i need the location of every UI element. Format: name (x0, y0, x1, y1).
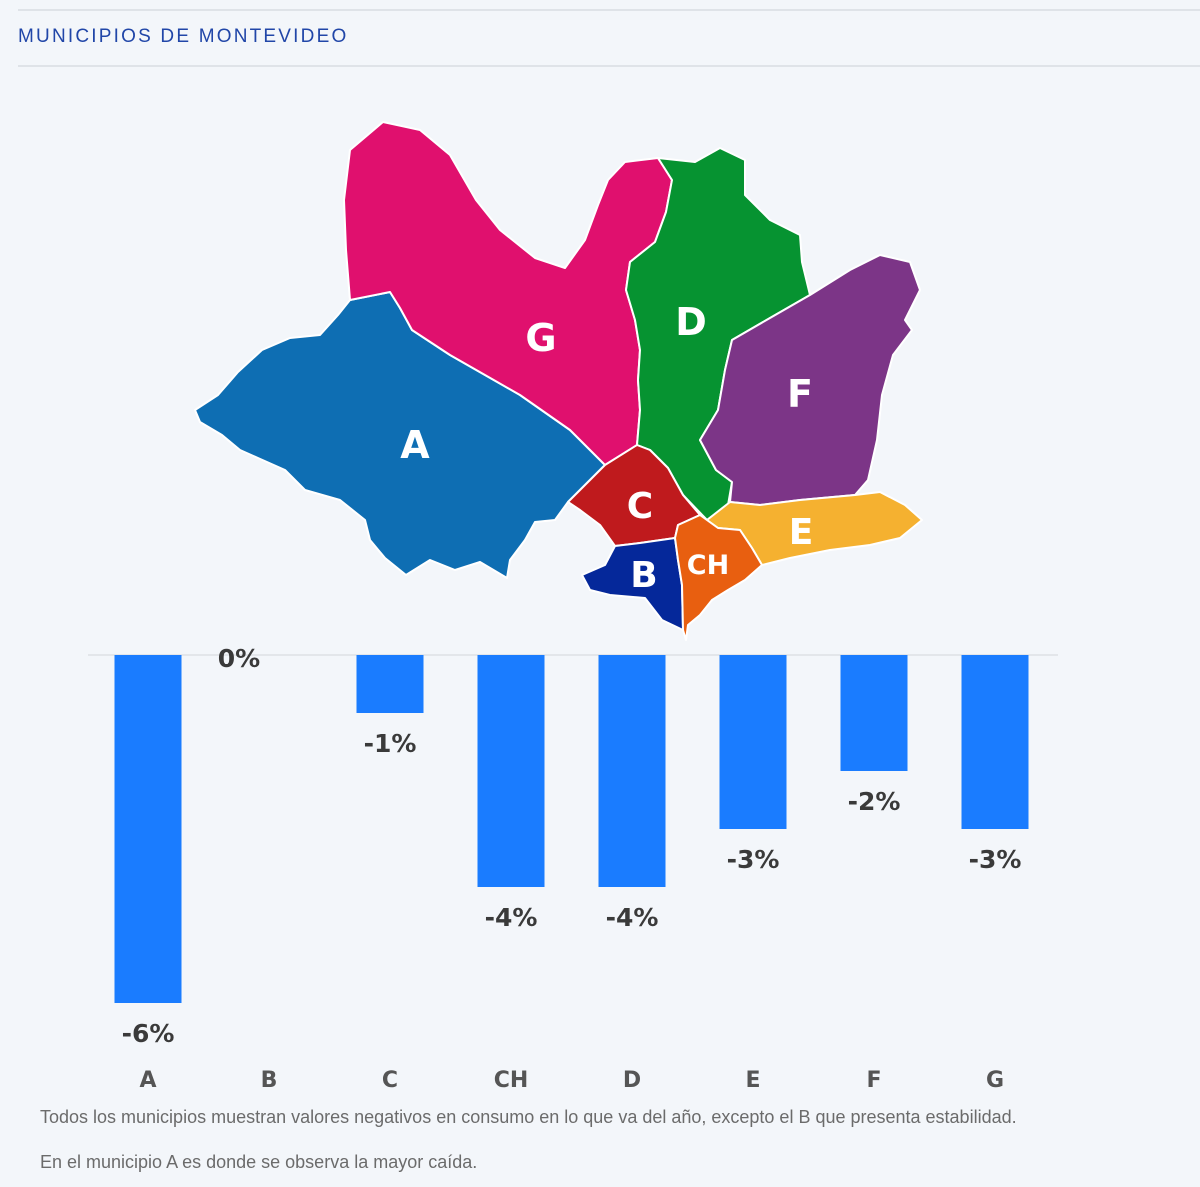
consumption-bar-chart: -6% 0% -1% -4% -4% -3% -2% -3% A B C CH D E F G (88, 644, 1058, 1093)
bars-group (114, 655, 1029, 1003)
category-label-e: E (745, 1068, 760, 1093)
map-region-ch (674, 514, 763, 641)
montevideo-municipios-map: A G D F C E B CH (194, 121, 923, 641)
category-label-f: F (866, 1068, 881, 1093)
value-label-a: -6% (122, 1019, 175, 1048)
value-label-f: -2% (848, 787, 901, 816)
bar-d (598, 655, 666, 887)
map-label-e: E (789, 512, 814, 553)
category-label-c: C (382, 1068, 398, 1093)
top-divider (18, 9, 1200, 11)
value-label-g: -3% (969, 845, 1022, 874)
title-divider (18, 65, 1200, 67)
category-label-a: A (139, 1068, 156, 1093)
bar-c (356, 655, 424, 713)
map-label-a: A (400, 423, 430, 467)
bar-a (114, 655, 182, 1003)
category-label-g: G (986, 1068, 1004, 1093)
map-label-b: B (630, 555, 657, 596)
category-label-ch: CH (494, 1068, 529, 1093)
note-line-2: En el municipio A es donde se observa la… (40, 1152, 478, 1172)
map-label-f: F (787, 372, 813, 416)
value-labels-group: -6% 0% -1% -4% -4% -3% -2% -3% (122, 644, 1022, 1048)
category-label-b: B (261, 1068, 278, 1093)
map-label-d: D (675, 300, 707, 344)
value-label-ch: -4% (485, 903, 538, 932)
map-label-c: C (627, 486, 653, 527)
bar-ch (477, 655, 545, 887)
map-label-ch: CH (687, 550, 729, 581)
value-label-d: -4% (606, 903, 659, 932)
section-title: MUNICIPIOS DE MONTEVIDEO (18, 26, 349, 47)
category-labels-group: A B C CH D E F G (139, 1068, 1004, 1093)
value-label-b: 0% (218, 644, 260, 673)
value-label-c: -1% (364, 729, 417, 758)
category-label-d: D (623, 1068, 641, 1093)
bar-f (840, 655, 908, 771)
value-label-e: -3% (727, 845, 780, 874)
bar-e (719, 655, 787, 829)
note-line-1: Todos los municipios muestran valores ne… (40, 1107, 1017, 1127)
bar-g (961, 655, 1029, 829)
map-label-g: G (525, 316, 556, 360)
